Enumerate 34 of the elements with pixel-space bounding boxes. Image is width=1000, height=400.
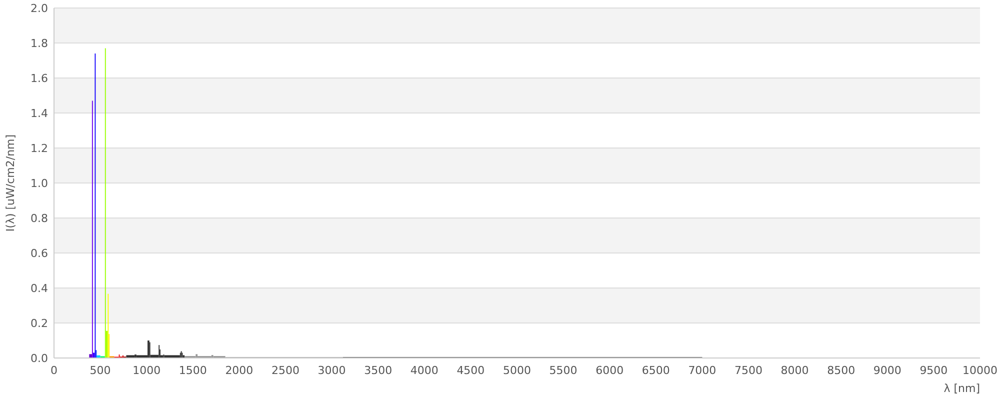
x-tick-label: 1000 — [132, 364, 161, 377]
y-tick-label: 1.4 — [30, 106, 48, 120]
x-tick-label: 6000 — [596, 364, 624, 377]
y-axis-title: I(λ) [uW/cm2/nm] — [4, 134, 17, 232]
y-tick-label: 2.0 — [30, 2, 48, 15]
x-tick-label: 5000 — [503, 364, 531, 377]
x-tick-label: 4000 — [410, 364, 438, 377]
x-tick-label: 3500 — [364, 364, 392, 377]
x-tick-label: 2500 — [272, 364, 300, 377]
y-tick-label: 0.6 — [30, 246, 48, 260]
x-tick-label: 8000 — [780, 364, 809, 377]
x-tick-label: 9500 — [920, 364, 948, 377]
x-tick-label: 7500 — [734, 364, 762, 377]
x-tick-label: 3000 — [318, 364, 346, 377]
y-tick-label: 1.0 — [30, 176, 48, 190]
y-tick-label: 0.0 — [30, 352, 48, 365]
x-tick-label: 9000 — [873, 364, 902, 377]
x-tick-label: 8500 — [827, 364, 856, 377]
x-tick-label: 4500 — [456, 364, 485, 377]
x-axis-title: λ [nm] — [944, 382, 980, 395]
x-tick-label: 2000 — [225, 364, 254, 377]
y-tick-label: 0.8 — [30, 212, 48, 225]
y-tick-label: 1.6 — [30, 72, 48, 85]
x-tick-label: 7000 — [688, 364, 716, 377]
x-tick-label: 10000 — [962, 364, 998, 377]
x-tick-label: 500 — [90, 364, 111, 377]
y-tick-label: 0.4 — [30, 282, 48, 295]
y-tick-label: 0.2 — [30, 316, 48, 330]
x-tick-label: 1500 — [178, 364, 207, 377]
x-tick-label: 0 — [50, 364, 58, 377]
x-tick-label: 5500 — [549, 364, 578, 377]
y-tick-label: 1.8 — [30, 36, 48, 50]
x-tick-label: 6500 — [642, 364, 670, 377]
y-tick-label: 1.2 — [30, 142, 48, 155]
